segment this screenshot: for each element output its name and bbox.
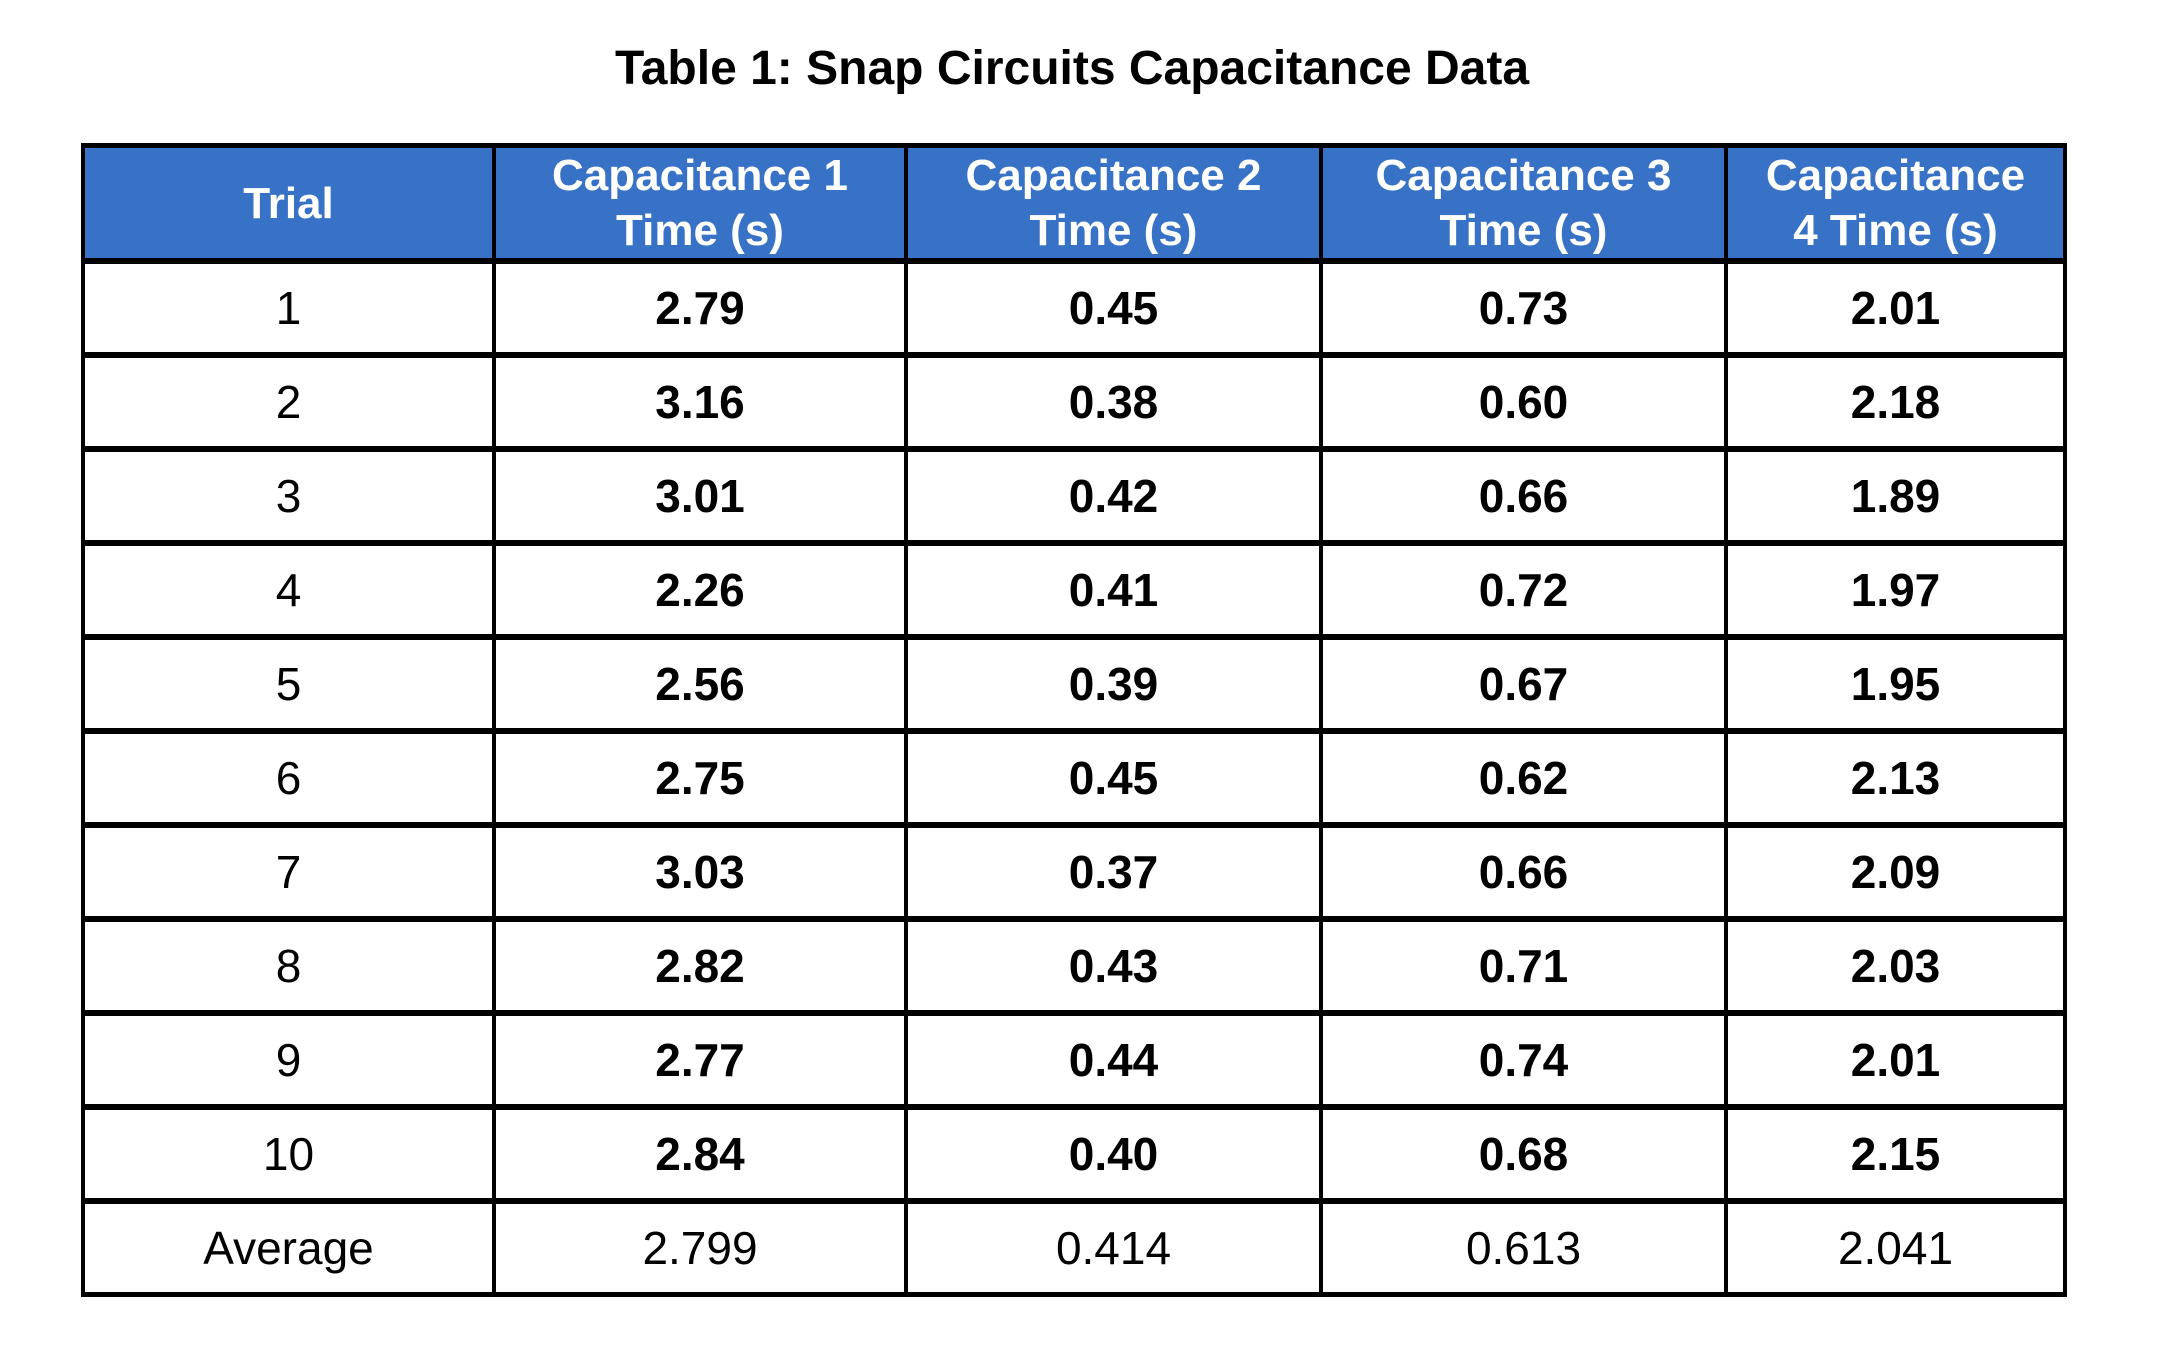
value-cell: 2.75 (494, 731, 906, 825)
value-cell: 0.62 (1321, 731, 1726, 825)
value-cell: 0.39 (906, 637, 1321, 731)
value-cell: 2.84 (494, 1107, 906, 1201)
average-label-cell: Average (83, 1201, 494, 1295)
column-header-trial: Trial (83, 145, 494, 261)
value-cell: 1.89 (1726, 449, 2065, 543)
value-cell: 0.68 (1321, 1107, 1726, 1201)
value-cell: 0.45 (906, 261, 1321, 355)
value-cell: 2.09 (1726, 825, 2065, 919)
value-cell: 3.01 (494, 449, 906, 543)
value-cell: 0.74 (1321, 1013, 1726, 1107)
value-cell: 0.37 (906, 825, 1321, 919)
average-row: Average 2.799 0.414 0.613 2.041 (83, 1201, 2065, 1295)
table-row: 7 3.03 0.37 0.66 2.09 (83, 825, 2065, 919)
trial-cell: 3 (83, 449, 494, 543)
value-cell: 0.40 (906, 1107, 1321, 1201)
value-cell: 0.60 (1321, 355, 1726, 449)
trial-cell: 8 (83, 919, 494, 1013)
trial-cell: 5 (83, 637, 494, 731)
value-cell: 3.16 (494, 355, 906, 449)
value-cell: 0.41 (906, 543, 1321, 637)
trial-cell: 6 (83, 731, 494, 825)
table-title: Table 1: Snap Circuits Capacitance Data (614, 42, 1530, 95)
value-cell: 2.01 (1726, 261, 2065, 355)
document-page: Table 1: Snap Circuits Capacitance Data … (81, 40, 2067, 1297)
table-row: 2 3.16 0.38 0.60 2.18 (83, 355, 2065, 449)
value-cell: 2.03 (1726, 919, 2065, 1013)
value-cell: 2.79 (494, 261, 906, 355)
table-row: 1 2.79 0.45 0.73 2.01 (83, 261, 2065, 355)
value-cell: 0.71 (1321, 919, 1726, 1013)
table-row: 3 3.01 0.42 0.66 1.89 (83, 449, 2065, 543)
value-cell: 2.01 (1726, 1013, 2065, 1107)
column-header-capacitance-4: Capacitance 4 Time (s) (1726, 145, 2065, 261)
table-row: 4 2.26 0.41 0.72 1.97 (83, 543, 2065, 637)
column-header-capacitance-2: Capacitance 2 Time (s) (906, 145, 1321, 261)
value-cell: 0.38 (906, 355, 1321, 449)
value-cell: 1.97 (1726, 543, 2065, 637)
value-cell: 2.26 (494, 543, 906, 637)
value-cell: 2.56 (494, 637, 906, 731)
value-cell: 0.67 (1321, 637, 1726, 731)
average-value-cell: 0.613 (1321, 1201, 1726, 1295)
trial-cell: 4 (83, 543, 494, 637)
average-value-cell: 2.041 (1726, 1201, 2065, 1295)
value-cell: 0.66 (1321, 449, 1726, 543)
value-cell: 0.42 (906, 449, 1321, 543)
value-cell: 2.82 (494, 919, 906, 1013)
table-header-row: Trial Capacitance 1 Time (s) Capacitance… (83, 145, 2065, 261)
trial-cell: 7 (83, 825, 494, 919)
value-cell: 3.03 (494, 825, 906, 919)
value-cell: 2.77 (494, 1013, 906, 1107)
column-header-capacitance-3: Capacitance 3 Time (s) (1321, 145, 1726, 261)
value-cell: 0.73 (1321, 261, 1726, 355)
table-row: 5 2.56 0.39 0.67 1.95 (83, 637, 2065, 731)
trial-cell: 10 (83, 1107, 494, 1201)
value-cell: 2.13 (1726, 731, 2065, 825)
value-cell: 2.15 (1726, 1107, 2065, 1201)
value-cell: 2.18 (1726, 355, 2065, 449)
trial-cell: 1 (83, 261, 494, 355)
value-cell: 0.45 (906, 731, 1321, 825)
average-value-cell: 0.414 (906, 1201, 1321, 1295)
table-row: 9 2.77 0.44 0.74 2.01 (83, 1013, 2065, 1107)
average-value-cell: 2.799 (494, 1201, 906, 1295)
capacitance-data-table: Trial Capacitance 1 Time (s) Capacitance… (81, 143, 2067, 1297)
table-row: 10 2.84 0.40 0.68 2.15 (83, 1107, 2065, 1201)
trial-cell: 9 (83, 1013, 494, 1107)
value-cell: 1.95 (1726, 637, 2065, 731)
value-cell: 0.66 (1321, 825, 1726, 919)
table-row: 6 2.75 0.45 0.62 2.13 (83, 731, 2065, 825)
table-row: 8 2.82 0.43 0.71 2.03 (83, 919, 2065, 1013)
value-cell: 0.44 (906, 1013, 1321, 1107)
column-header-capacitance-1: Capacitance 1 Time (s) (494, 145, 906, 261)
value-cell: 0.43 (906, 919, 1321, 1013)
trial-cell: 2 (83, 355, 494, 449)
value-cell: 0.72 (1321, 543, 1726, 637)
